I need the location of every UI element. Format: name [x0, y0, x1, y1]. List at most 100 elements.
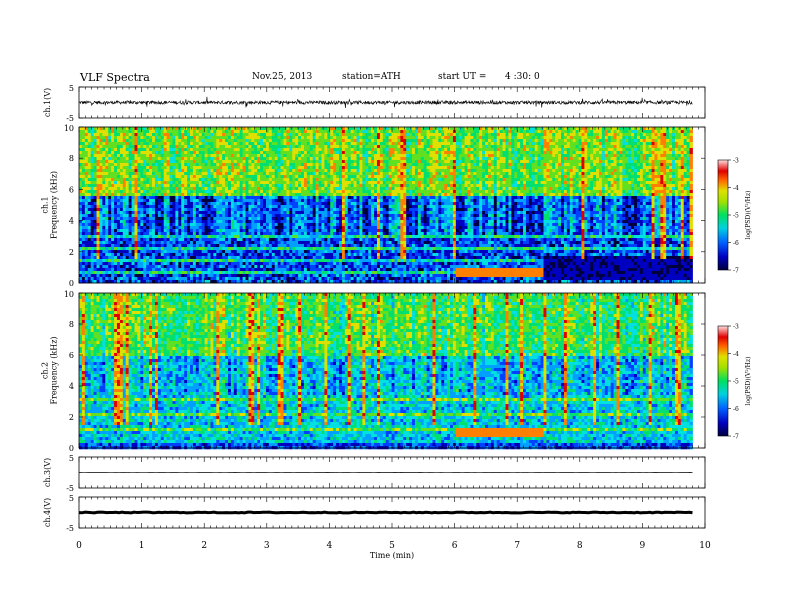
spectrogram-cell	[301, 220, 305, 224]
spectrogram-cell	[187, 148, 191, 152]
spectrogram-cell	[102, 274, 106, 278]
spectrogram-cell	[225, 193, 229, 197]
spectrogram-cell	[96, 280, 100, 284]
spectrogram-cell	[143, 139, 147, 143]
spectrogram-cell	[128, 172, 132, 176]
spectrogram-cell	[87, 178, 92, 182]
spectrogram-cell	[79, 145, 83, 149]
spectrogram-cell	[178, 154, 182, 158]
spectrogram-cell	[280, 244, 284, 248]
spectrogram-cell	[114, 277, 118, 281]
spectrogram-cell	[254, 130, 258, 134]
spectrogram-cell	[190, 277, 194, 281]
spectrogram-cell	[201, 130, 206, 134]
spectrogram-cell	[242, 148, 246, 152]
spectrogram-cell	[286, 133, 290, 137]
spectrogram-cell	[225, 181, 229, 185]
spectrogram-cell	[134, 256, 138, 260]
spectrogram-cell	[131, 187, 135, 191]
spectrogram-cell	[137, 211, 141, 215]
spectrogram-cell	[157, 250, 162, 254]
spectrogram-cell	[298, 217, 302, 221]
spectrogram-cell	[96, 262, 100, 266]
spectrogram-cell	[195, 241, 200, 245]
spectrogram-cell	[219, 193, 223, 197]
spectrogram-cell	[330, 205, 334, 209]
spectrogram-cell	[333, 238, 337, 242]
spectrogram-cell	[137, 238, 141, 242]
spectrogram-cell	[271, 154, 276, 158]
spectrogram-cell	[195, 247, 200, 251]
spectrogram-cell	[154, 238, 159, 242]
spectrogram-cell	[230, 145, 235, 149]
spectrogram-cell	[303, 160, 308, 164]
spectrogram-cell	[87, 262, 92, 266]
spectrogram-cell	[157, 163, 162, 167]
spectrogram-cell	[312, 169, 317, 173]
spectrogram-cell	[198, 187, 203, 191]
spectrogram-cell	[298, 247, 302, 251]
spectrogram-cell	[333, 268, 337, 272]
spectrogram-cell	[216, 280, 220, 284]
spectrogram-cell	[81, 151, 86, 155]
spectrogram-cell	[327, 172, 331, 176]
spectrogram-cell	[239, 166, 243, 170]
spectrogram-cell	[134, 211, 138, 215]
spectrogram-cell	[154, 250, 159, 254]
spectrogram-cell	[143, 208, 147, 212]
spectrogram-cell	[339, 268, 343, 272]
spectrogram-cell	[207, 226, 211, 230]
spectrogram-cell	[271, 193, 276, 197]
spectrogram-cell	[181, 172, 185, 176]
spectrogram-cell	[248, 154, 252, 158]
spectrogram-cell	[93, 268, 97, 272]
spectrogram-cell	[119, 184, 124, 188]
spectrogram-cell	[239, 271, 243, 275]
spectrogram-cell	[222, 157, 226, 161]
spectrogram-cell	[341, 139, 346, 143]
spectrogram-cell	[315, 250, 319, 254]
spectrogram-cell	[260, 217, 264, 221]
spectrogram-cell	[172, 145, 176, 149]
spectrogram-cell	[341, 265, 346, 269]
spectrogram-cell	[222, 127, 226, 131]
spectrogram-cell	[87, 169, 92, 173]
spectrogram-cell	[111, 247, 115, 251]
spectrogram-cell	[79, 190, 83, 194]
spectrogram-cell	[219, 280, 223, 284]
spectrogram-cell	[81, 133, 86, 137]
spectrogram-cell	[90, 265, 95, 269]
spectrogram-cell	[125, 262, 130, 266]
spectrogram-cell	[222, 277, 226, 281]
spectrogram-cell	[336, 256, 340, 260]
spectrogram-cell	[225, 196, 229, 200]
spectrogram-cell	[303, 211, 308, 215]
spectrogram-cell	[341, 148, 346, 152]
spectrogram-cell	[327, 166, 331, 170]
spectrogram-cell	[315, 244, 319, 248]
spectrogram-cell	[108, 145, 112, 149]
spectrogram-cell	[178, 199, 182, 203]
spectrogram-cell	[306, 133, 311, 137]
spectrogram-cell	[90, 154, 95, 158]
spectrogram-cell	[201, 265, 206, 269]
spectrogram-cell	[283, 232, 287, 236]
spectrogram-cell	[271, 217, 276, 221]
spectrogram-cell	[254, 274, 258, 278]
spectrogram-cell	[210, 127, 214, 131]
spectrogram-cell	[178, 217, 182, 221]
spectrogram-cell	[283, 259, 287, 263]
spectrogram-cell	[134, 220, 138, 224]
spectrogram-cell	[134, 229, 138, 233]
spectrogram-cell	[292, 277, 296, 281]
spectrogram-cell	[312, 187, 317, 191]
spectrogram-cell	[169, 157, 173, 161]
spectrogram-cell	[301, 274, 305, 278]
spectrogram-cell	[233, 241, 238, 245]
spectrogram-cell	[134, 226, 138, 230]
spectrogram-cell	[157, 259, 162, 263]
spectrogram-cell	[111, 241, 115, 245]
spectrogram-cell	[114, 259, 118, 263]
spectrogram-cell	[248, 226, 252, 230]
spectrogram-cell	[166, 232, 170, 236]
